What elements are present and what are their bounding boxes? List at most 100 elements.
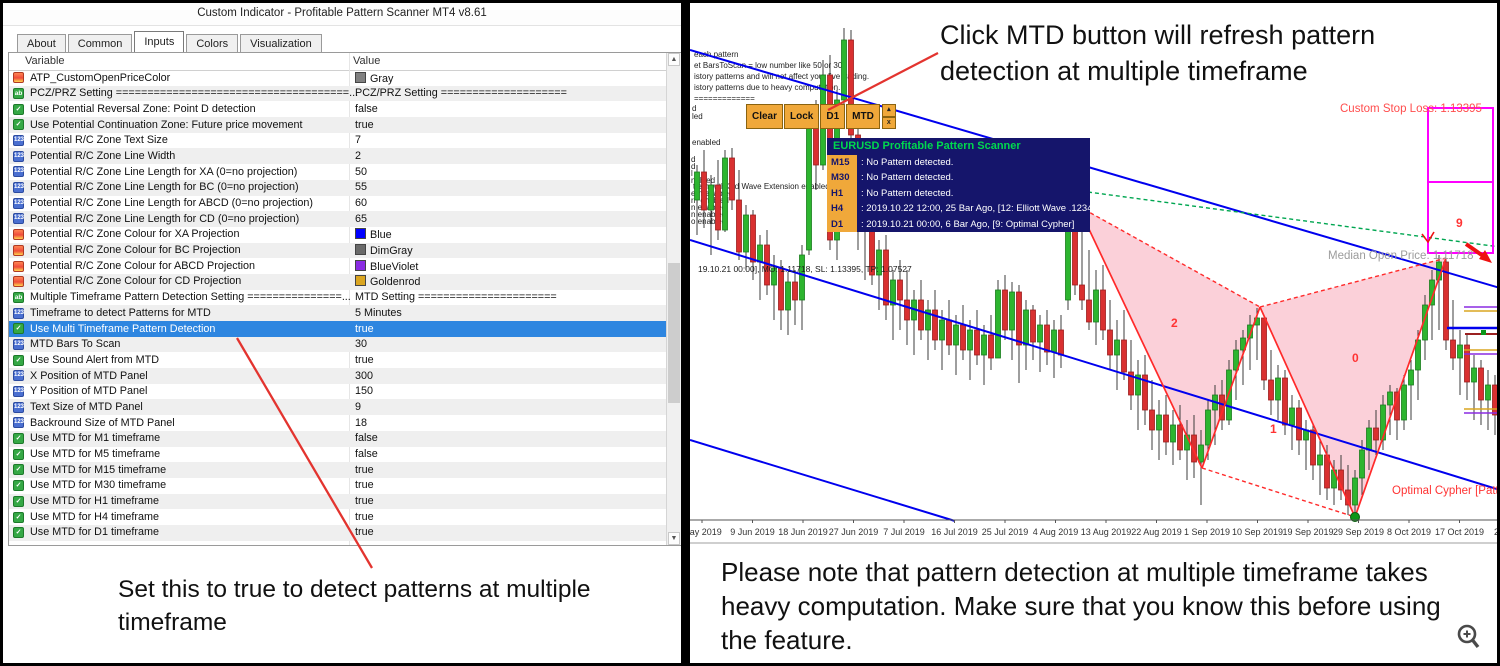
- param-value[interactable]: 150: [355, 385, 374, 398]
- param-value[interactable]: 60: [355, 197, 368, 209]
- boolean-param-icon: ✓: [13, 354, 24, 366]
- table-row[interactable]: 123 Potential R/C Zone Text Size 7: [9, 133, 667, 149]
- table-row[interactable]: 123 Potential R/C Zone Line Length for XA…: [9, 164, 667, 180]
- svg-text:Custom Stop Loss: 1.13395: Custom Stop Loss: 1.13395: [1340, 103, 1482, 115]
- tab-common[interactable]: Common: [67, 34, 133, 54]
- param-variable: Backround Size of MTD Panel: [30, 416, 175, 429]
- table-row[interactable]: ✓ Use Potential Continuation Zone: Future…: [9, 117, 667, 133]
- chart-comment-text: istory patterns due to heavy computation…: [694, 83, 841, 92]
- mtd-row-h4: H4: 2019.10.22 12:00, 25 Bar Ago, [12: E…: [827, 201, 1090, 217]
- tab-colors[interactable]: Colors: [186, 34, 239, 54]
- axis-date-label: 8 Oct 2019: [1387, 527, 1431, 537]
- param-value[interactable]: true: [355, 526, 374, 539]
- table-row[interactable]: ✓ Use Potential Reversal Zone: Point D de…: [9, 101, 667, 117]
- param-value[interactable]: 50: [355, 165, 368, 178]
- svg-text:2: 2: [1494, 527, 1497, 537]
- tab-visualization[interactable]: Visualization: [240, 34, 322, 54]
- param-value[interactable]: 55: [355, 181, 368, 194]
- mtd-row-m30: M30: No Pattern detected.: [827, 170, 1090, 186]
- tab-bar: About Common Inputs Colors Visualization: [17, 31, 324, 54]
- table-row[interactable]: ✓ Use MTD for M1 timeframe false: [9, 430, 667, 447]
- scrollbar-thumb[interactable]: [668, 263, 680, 403]
- param-value[interactable]: MTD Setting ======================: [355, 291, 557, 304]
- lock-button[interactable]: Lock: [784, 104, 820, 129]
- mtd-button[interactable]: MTD: [846, 104, 880, 129]
- table-row[interactable]: 123 MTD Bars To Scan 30: [9, 336, 667, 353]
- table-scrollbar[interactable]: ▲ ▼: [666, 53, 681, 545]
- table-row[interactable]: ✓ Use MTD for D1 timeframe true: [9, 524, 667, 541]
- table-row[interactable]: ✓ Use MTD for M15 timeframe true: [9, 462, 667, 478]
- clear-button[interactable]: Clear: [746, 104, 784, 129]
- param-value[interactable]: false: [355, 448, 378, 460]
- param-value[interactable]: 2: [355, 149, 362, 162]
- table-row[interactable]: 123 Y Position of MTD Panel 150: [9, 384, 667, 400]
- chart-comment-text: each pattern: [694, 50, 739, 59]
- table-row[interactable]: ATP_CustomOpenPriceColor Gray: [9, 70, 667, 86]
- table-row[interactable]: 123 Text Size of MTD Panel 9: [9, 399, 667, 416]
- param-value[interactable]: true: [355, 463, 374, 476]
- table-row[interactable]: 123 Potential R/C Zone Line Length for CD…: [9, 211, 667, 227]
- param-value[interactable]: DimGray: [355, 244, 413, 257]
- table-row[interactable]: Potential R/C Zone Colour for BC Project…: [9, 242, 667, 259]
- param-value[interactable]: PCZ/PRZ Setting ====================: [355, 87, 567, 100]
- table-row[interactable]: Potential R/C Zone Colour for XA Project…: [9, 227, 667, 243]
- param-value[interactable]: Gray: [355, 71, 393, 85]
- table-row[interactable]: ✓ Use Sound Alert from MTD true: [9, 352, 667, 368]
- param-value[interactable]: 9: [355, 400, 362, 413]
- table-row[interactable]: 123 Potential R/C Zone Line Length for BC…: [9, 179, 667, 196]
- tab-about[interactable]: About: [17, 34, 66, 54]
- number-param-icon: 123: [13, 401, 24, 413]
- param-value[interactable]: 5 Minutes: [355, 306, 402, 319]
- param-value[interactable]: false: [355, 102, 378, 115]
- close-button[interactable]: x: [881, 116, 896, 129]
- scroll-up-arrow[interactable]: ▲: [668, 53, 680, 66]
- d1-button[interactable]: D1: [820, 104, 846, 129]
- table-row[interactable]: Potential R/C Zone Colour for ABCD Proje…: [9, 258, 667, 274]
- table-row[interactable]: 123 Timeframe to detect Patterns for MTD 5…: [9, 305, 667, 321]
- left-annotation-text: Set this to true to detect patterns at m…: [118, 576, 591, 636]
- param-value[interactable]: true: [355, 353, 374, 366]
- boolean-param-icon: ✓: [13, 464, 24, 476]
- tab-inputs[interactable]: Inputs: [134, 31, 185, 54]
- param-value[interactable]: true: [355, 322, 374, 335]
- table-row[interactable]: ab Multiple Timeframe Pattern Detection S…: [9, 290, 667, 306]
- param-value[interactable]: true: [355, 479, 374, 492]
- axis-date-label: 22 Aug 2019: [1131, 527, 1182, 537]
- axis-date-label: 27 Jun 2019: [829, 527, 879, 537]
- param-value[interactable]: 18: [355, 416, 368, 429]
- param-value[interactable]: true: [355, 495, 374, 508]
- mtd-row-d1: D1: 2019.10.21 00:00, 6 Bar Ago, [9: Opt…: [827, 216, 1090, 232]
- param-value[interactable]: false: [355, 432, 378, 445]
- param-value[interactable]: Goldenrod: [355, 275, 420, 288]
- axis-date-label: 17 Oct 2019: [1435, 527, 1484, 537]
- param-variable: Potential R/C Zone Line Width: [30, 149, 176, 162]
- param-variable: Use MTD for D1 timeframe: [30, 526, 159, 539]
- param-value[interactable]: BlueViolet: [355, 259, 418, 273]
- scroll-down-arrow[interactable]: ▼: [668, 532, 680, 545]
- table-row[interactable]: ✓ Use MTD for H4 timeframe true: [9, 509, 667, 525]
- param-value[interactable]: Blue: [355, 228, 392, 241]
- param-value[interactable]: 7: [355, 134, 362, 147]
- table-row[interactable]: ✓ Use MTD for M5 timeframe false: [9, 447, 667, 463]
- table-row[interactable]: Potential R/C Zone Colour for CD Project…: [9, 273, 667, 290]
- param-value[interactable]: true: [355, 118, 374, 131]
- table-row[interactable]: ✓ Use Multi Timeframe Pattern Detection tr…: [9, 321, 667, 337]
- param-value[interactable]: 30: [355, 338, 368, 351]
- zoom-in-icon[interactable]: [1456, 623, 1482, 651]
- table-row[interactable]: 123 Potential R/C Zone Line Width 2: [9, 148, 667, 165]
- svg-text:1: 1: [1270, 422, 1277, 436]
- param-value[interactable]: 300: [355, 369, 374, 382]
- table-row[interactable]: ✓ Use MTD for H1 timeframe true: [9, 493, 667, 510]
- param-variable: Potential R/C Zone Line Length for ABCD …: [30, 197, 313, 209]
- param-value[interactable]: true: [355, 510, 374, 523]
- timeframe-label: H4: [827, 201, 857, 217]
- split-button[interactable]: ▴ x: [881, 104, 896, 129]
- table-row[interactable]: 123 Backround Size of MTD Panel 18: [9, 415, 667, 431]
- table-row[interactable]: 123 X Position of MTD Panel 300: [9, 368, 667, 384]
- table-row[interactable]: ab PCZ/PRZ Setting ======================…: [9, 85, 667, 102]
- table-row[interactable]: ✓ Use MTD for M30 timeframe true: [9, 478, 667, 494]
- table-row[interactable]: 123 Potential R/C Zone Line Length for AB…: [9, 196, 667, 212]
- collapse-button[interactable]: ▴: [881, 104, 896, 117]
- boolean-param-icon: ✓: [13, 433, 24, 445]
- param-value[interactable]: 65: [355, 212, 368, 225]
